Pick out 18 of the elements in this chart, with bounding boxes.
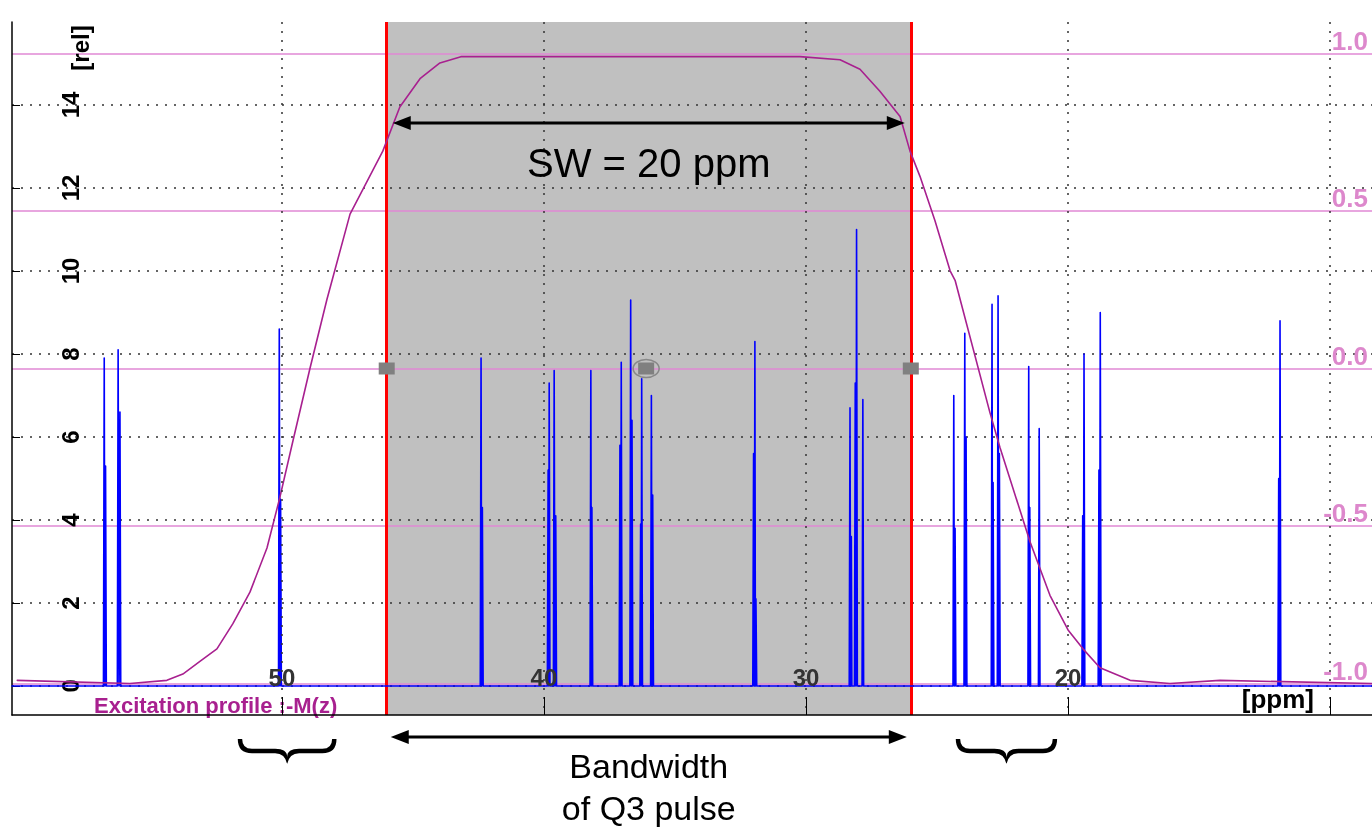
y-tick-label: 8 — [56, 347, 84, 361]
y-tick-label: 14 — [56, 91, 84, 119]
y-tick-label: 4 — [56, 512, 84, 527]
y2-tick-label: 0.0 — [1331, 340, 1368, 371]
text: Bandwidth of Q3 pulse — [561, 747, 736, 827]
y2-tick-label: -1.0 — [1323, 655, 1368, 686]
y-axis-title: [rel] — [66, 25, 94, 71]
y2-tick-label: 0.5 — [1331, 183, 1368, 213]
y2-tick-label: 1.0 — [1331, 25, 1368, 56]
x-tick-label: 30 — [792, 663, 820, 691]
x-axis-title: [ppm] — [1241, 684, 1314, 714]
x-tick-label: 20 — [1054, 663, 1082, 691]
y2-tick-label: -0.5 — [1323, 498, 1368, 528]
y-tick-label: 6 — [56, 430, 84, 444]
y-tick-label: 10 — [56, 257, 84, 285]
y-tick-label: 12 — [56, 174, 84, 202]
annotation: SW = 20 ppm — [527, 141, 771, 185]
y-tick-label: 2 — [56, 596, 84, 610]
